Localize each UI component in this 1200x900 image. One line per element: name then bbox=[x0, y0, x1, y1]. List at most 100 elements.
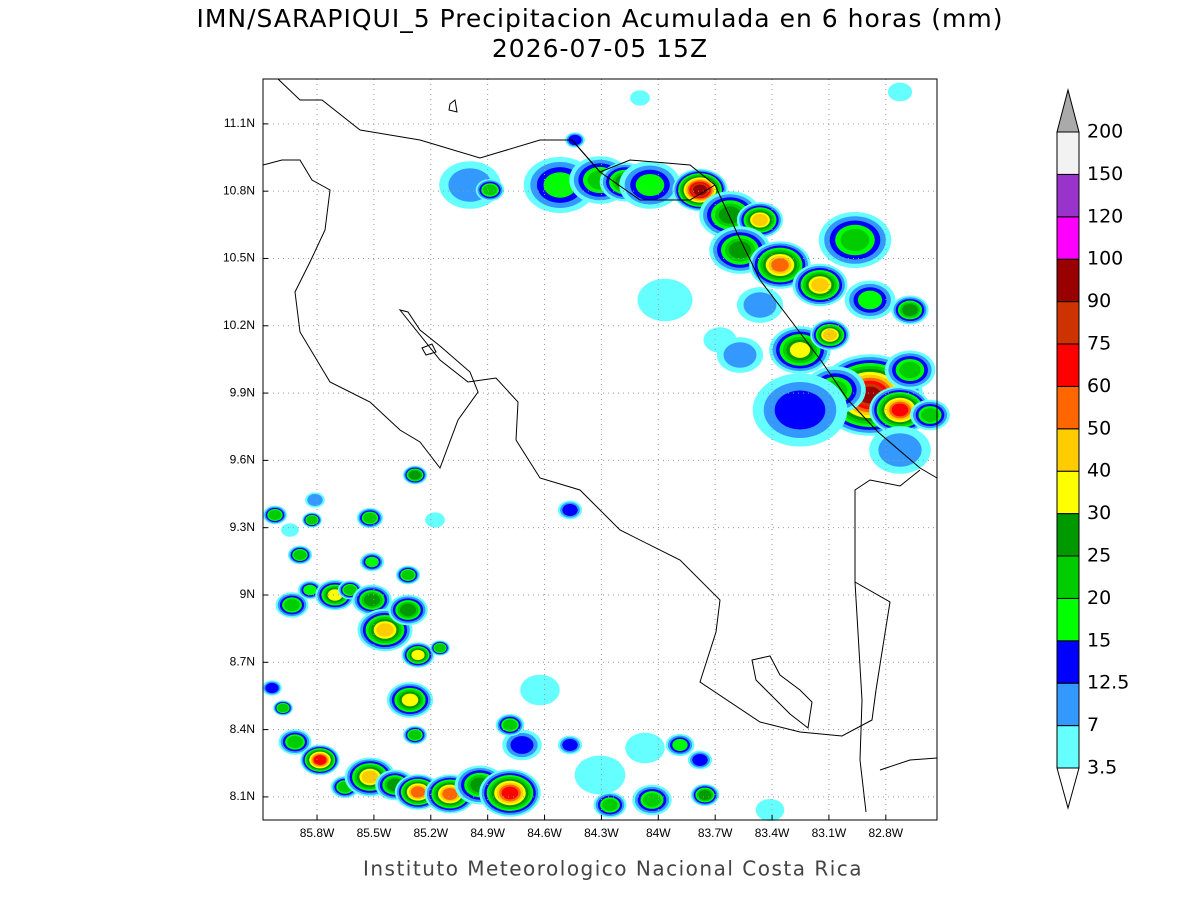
precip-contour bbox=[823, 329, 837, 341]
lat-tick-label: 10.8N bbox=[223, 183, 255, 197]
precip-contour bbox=[755, 798, 785, 822]
precip-contour bbox=[343, 585, 357, 595]
precip-contour bbox=[562, 504, 578, 516]
colorbar-box bbox=[1056, 428, 1080, 472]
precip-contour bbox=[293, 550, 307, 560]
lon-tick-label: 84.6W bbox=[527, 826, 562, 840]
precip-contour bbox=[774, 390, 826, 430]
precip-contour bbox=[401, 570, 415, 580]
precip-contour bbox=[568, 134, 582, 146]
precip-contour bbox=[281, 523, 299, 537]
precip-contour bbox=[361, 770, 379, 784]
precip-contour bbox=[268, 510, 282, 520]
colorbar-label: 15 bbox=[1087, 629, 1111, 651]
precip-contour bbox=[789, 342, 811, 358]
precip-contour bbox=[520, 674, 560, 706]
lon-tick-label: 84.9W bbox=[470, 826, 505, 840]
precip-contour bbox=[752, 214, 768, 226]
lat-tick-label: 9.3N bbox=[230, 520, 255, 534]
precip-field bbox=[262, 82, 950, 822]
colorbar-box bbox=[1056, 258, 1080, 303]
colorbar-label: 75 bbox=[1087, 333, 1111, 355]
lon-tick-label: 85.8W bbox=[300, 826, 335, 840]
precip-contour bbox=[643, 793, 661, 807]
precip-contour bbox=[902, 304, 918, 316]
precip-contour bbox=[718, 206, 742, 224]
precip-contour bbox=[303, 584, 317, 596]
colorbar-label: 50 bbox=[1087, 417, 1111, 439]
island bbox=[448, 99, 458, 113]
precip-contour bbox=[602, 799, 618, 811]
precip-contour bbox=[277, 703, 289, 713]
map-frame bbox=[262, 78, 938, 821]
precip-contour bbox=[363, 512, 377, 524]
colorbar-box bbox=[1056, 470, 1080, 515]
lon-tick-label: 85.5W bbox=[357, 826, 392, 840]
colorbar-label: 12.5 bbox=[1087, 672, 1129, 694]
precip-contour bbox=[811, 278, 829, 292]
colorbar-box bbox=[1056, 385, 1080, 430]
precip-contour bbox=[503, 719, 517, 731]
island bbox=[421, 343, 437, 356]
precip-contour bbox=[287, 736, 303, 748]
precip-contour bbox=[891, 403, 909, 417]
precip-contour bbox=[562, 739, 578, 751]
colorbar-box bbox=[1056, 173, 1080, 218]
colorbar-box bbox=[1056, 555, 1080, 599]
peninsula bbox=[751, 655, 813, 729]
colorbar-label: 30 bbox=[1087, 502, 1111, 524]
colorbar: 3.5 7 12.5 15 20 25 30 40 50 60 75 90 100 120 150 200 bbox=[1056, 88, 1129, 810]
lat-tick-label: 9N bbox=[240, 587, 255, 601]
precip-contour bbox=[899, 361, 921, 379]
colorbar-box bbox=[1056, 131, 1080, 175]
footer: Instituto Meteorologico Nacional Costa R… bbox=[363, 857, 863, 881]
precip-contour bbox=[411, 649, 425, 661]
precip-contour bbox=[771, 258, 789, 272]
precip-contour bbox=[630, 90, 650, 106]
lon-tick-label: 83.7W bbox=[698, 826, 733, 840]
colorbar-under bbox=[1056, 767, 1080, 810]
colorbar-box bbox=[1056, 725, 1080, 769]
coastline bbox=[879, 757, 938, 771]
colorbar-label: 120 bbox=[1087, 205, 1123, 227]
lat-tick-label: 11.1N bbox=[224, 116, 255, 130]
precip-contour bbox=[365, 556, 379, 568]
precip-contour bbox=[857, 290, 883, 310]
lat-tick-label: 10.5N bbox=[223, 251, 255, 265]
colorbar-box bbox=[1056, 513, 1080, 557]
lon-tick-label: 83.4W bbox=[755, 826, 790, 840]
colorbar-label: 3.5 bbox=[1087, 757, 1117, 779]
precip-contour bbox=[363, 593, 381, 607]
colorbar-over bbox=[1056, 88, 1080, 133]
precip-contour bbox=[483, 184, 497, 196]
precip-contour bbox=[501, 786, 519, 800]
precip-contour bbox=[408, 730, 422, 740]
colorbar-label: 90 bbox=[1087, 290, 1111, 312]
precip-contour bbox=[672, 739, 688, 751]
colorbar-label: 25 bbox=[1087, 545, 1111, 567]
colorbar-label: 60 bbox=[1087, 375, 1111, 397]
lon-tick-label: 84W bbox=[646, 826, 671, 840]
precip-contour bbox=[284, 599, 300, 611]
precip-contour bbox=[410, 786, 426, 798]
precip-contour bbox=[510, 736, 534, 754]
precip-contour bbox=[434, 643, 446, 653]
coastline bbox=[262, 159, 921, 737]
precip-contour bbox=[265, 682, 279, 694]
precip-contour bbox=[442, 788, 458, 800]
precip-contour bbox=[698, 790, 712, 800]
colorbar-box bbox=[1056, 597, 1080, 642]
precip-contour bbox=[425, 512, 445, 528]
coastlines bbox=[262, 78, 938, 813]
precip-contour bbox=[401, 693, 419, 707]
graticule bbox=[263, 79, 937, 820]
axes: 85.8W 85.5W 85.2W 84.9W 84.6W 84.3W 84W 83.7W 83… bbox=[223, 116, 904, 840]
colorbar-box bbox=[1056, 301, 1080, 345]
border bbox=[854, 581, 867, 813]
colorbar-label: 150 bbox=[1087, 163, 1123, 185]
precip-contour bbox=[692, 184, 708, 196]
lon-tick-label: 83.1W bbox=[812, 826, 847, 840]
precip-contour bbox=[574, 755, 626, 795]
lon-tick-label: 85.2W bbox=[413, 826, 448, 840]
